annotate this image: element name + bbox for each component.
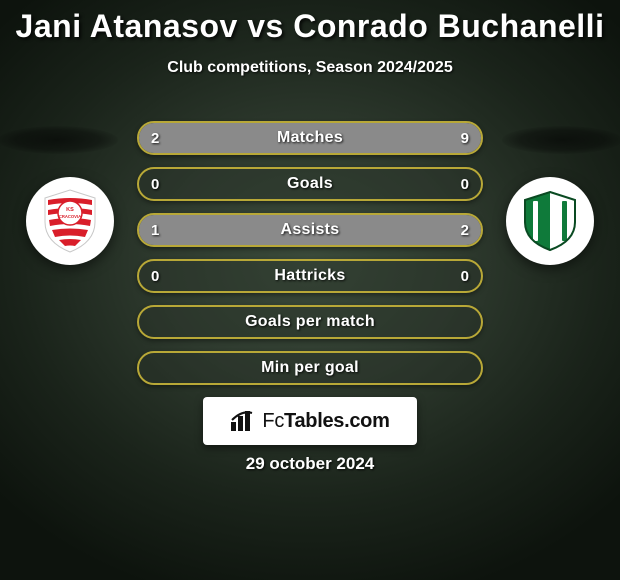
stat-row: Goals per match [137,305,483,339]
player-shadow-right [502,126,620,154]
svg-text:KS: KS [66,207,74,213]
branding-text-suffix: Tables.com [284,410,390,432]
club-crest-right [506,177,594,265]
stat-row: Goals0 0 [137,167,483,201]
stat-label: Goals per match [139,307,481,337]
stat-value-left: 0 [151,169,159,199]
stat-label: Assists [139,215,481,245]
svg-text:CRACOVIA: CRACOVIA [59,214,81,219]
player-shadow-left [0,126,118,154]
stat-value-left: 0 [151,261,159,291]
stat-value-right: 9 [461,123,469,153]
page-title: Jani Atanasov vs Conrado Buchanelli [0,0,620,45]
stat-row: Min per goal [137,351,483,385]
fctables-bars-icon [230,410,256,432]
stat-label: Matches [139,123,481,153]
club-crest-left: KS CRACOVIA [26,177,114,265]
stat-label: Goals [139,169,481,199]
stat-label: Min per goal [139,353,481,383]
stat-value-right: 0 [461,169,469,199]
stat-row: Assists1 2 [137,213,483,247]
stat-row: Hattricks0 0 [137,259,483,293]
page-subtitle: Club competitions, Season 2024/2025 [0,59,620,77]
stat-value-right: 2 [461,215,469,245]
stat-label: Hattricks [139,261,481,291]
stat-value-right: 0 [461,261,469,291]
footer-date: 29 october 2024 [0,454,620,474]
stat-row: Matches2 9 [137,121,483,155]
cracovia-crest-icon: KS CRACOVIA [35,186,105,256]
branding-text: FcTables.com [262,410,389,433]
comparison-rows: Matches29Goals00Assists12Hattricks00Goal… [137,121,483,385]
lechia-crest-icon [515,186,585,256]
stat-value-left: 2 [151,123,159,153]
branding-text-prefix: Fc [262,410,284,432]
stat-value-left: 1 [151,215,159,245]
branding-box: FcTables.com [203,397,417,445]
